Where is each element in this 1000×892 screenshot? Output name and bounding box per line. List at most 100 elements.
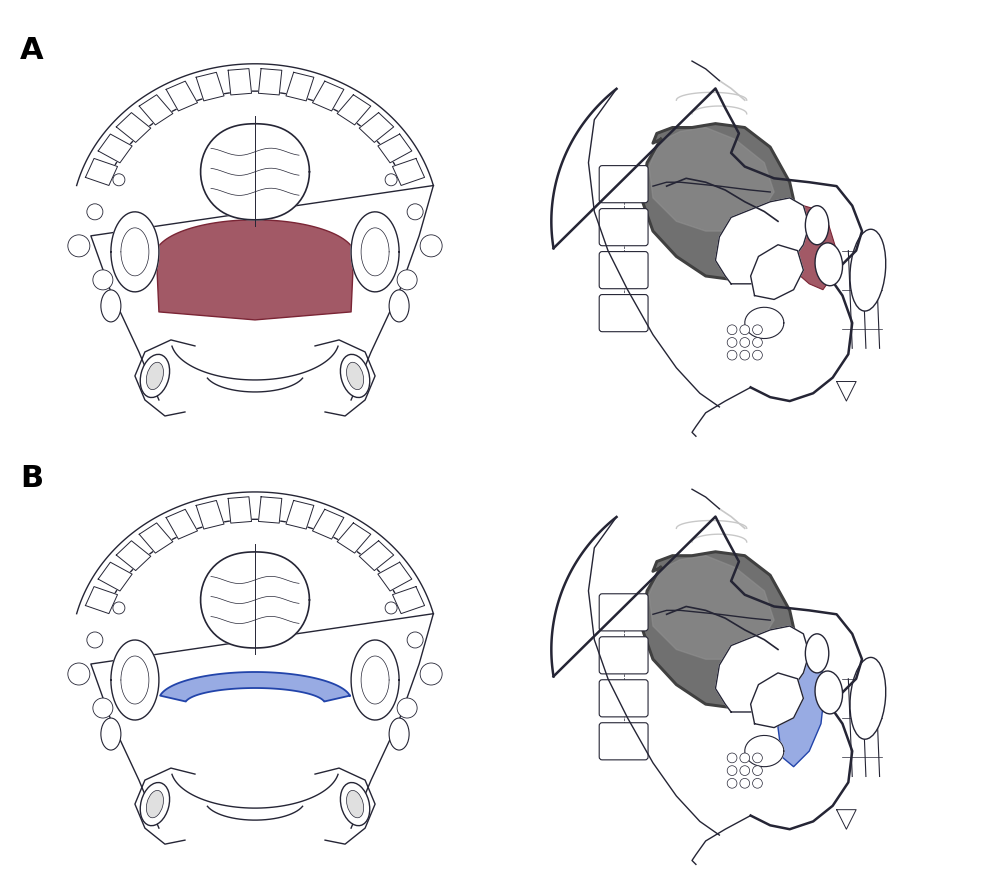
Circle shape (113, 602, 125, 614)
Circle shape (727, 765, 737, 775)
Polygon shape (715, 198, 809, 284)
Polygon shape (286, 500, 314, 529)
Ellipse shape (850, 657, 886, 739)
Polygon shape (359, 541, 394, 571)
Polygon shape (337, 95, 371, 125)
Polygon shape (378, 562, 412, 591)
Polygon shape (337, 523, 371, 553)
Circle shape (753, 337, 762, 347)
Circle shape (753, 765, 762, 775)
Polygon shape (85, 587, 118, 614)
Ellipse shape (340, 782, 370, 826)
Ellipse shape (805, 634, 829, 673)
Polygon shape (778, 653, 825, 767)
Polygon shape (715, 626, 809, 712)
Polygon shape (641, 552, 798, 708)
Ellipse shape (815, 243, 843, 285)
Circle shape (407, 203, 423, 219)
Polygon shape (139, 523, 173, 553)
Circle shape (753, 325, 762, 334)
Circle shape (753, 753, 762, 763)
Ellipse shape (146, 790, 163, 818)
Polygon shape (166, 81, 198, 111)
Circle shape (740, 779, 750, 789)
Ellipse shape (815, 671, 843, 714)
Circle shape (727, 337, 737, 347)
Polygon shape (837, 382, 856, 401)
Circle shape (93, 270, 113, 290)
Circle shape (727, 753, 737, 763)
Circle shape (87, 632, 103, 648)
Circle shape (420, 663, 442, 685)
FancyBboxPatch shape (599, 680, 648, 717)
Circle shape (727, 779, 737, 789)
Polygon shape (778, 206, 837, 290)
FancyBboxPatch shape (599, 594, 648, 631)
Polygon shape (258, 497, 282, 523)
Ellipse shape (389, 290, 409, 322)
Polygon shape (351, 211, 399, 292)
Circle shape (93, 698, 113, 718)
Ellipse shape (347, 790, 364, 818)
FancyBboxPatch shape (599, 637, 648, 673)
Circle shape (740, 337, 750, 347)
Polygon shape (258, 69, 282, 95)
Polygon shape (228, 69, 252, 95)
Polygon shape (116, 541, 151, 571)
FancyBboxPatch shape (599, 209, 648, 245)
Polygon shape (745, 307, 784, 339)
Polygon shape (166, 509, 198, 539)
Polygon shape (392, 587, 425, 614)
Ellipse shape (146, 362, 163, 390)
Polygon shape (641, 124, 798, 280)
Ellipse shape (340, 354, 370, 398)
Polygon shape (312, 81, 344, 111)
Polygon shape (111, 640, 159, 720)
Circle shape (740, 753, 750, 763)
Polygon shape (392, 159, 425, 186)
Polygon shape (228, 497, 252, 523)
Ellipse shape (101, 290, 121, 322)
Polygon shape (378, 134, 412, 163)
Polygon shape (359, 112, 394, 143)
Circle shape (740, 325, 750, 334)
Circle shape (397, 698, 417, 718)
FancyBboxPatch shape (599, 294, 648, 332)
Ellipse shape (850, 229, 886, 311)
Polygon shape (649, 556, 774, 659)
Circle shape (68, 663, 90, 685)
FancyBboxPatch shape (599, 723, 648, 760)
Polygon shape (649, 128, 774, 231)
Circle shape (753, 779, 762, 789)
Ellipse shape (140, 354, 170, 398)
Circle shape (397, 270, 417, 290)
Polygon shape (196, 72, 224, 101)
Ellipse shape (347, 362, 364, 390)
Polygon shape (98, 134, 132, 163)
Polygon shape (751, 244, 803, 300)
Circle shape (407, 632, 423, 648)
Polygon shape (751, 673, 803, 728)
Polygon shape (312, 509, 344, 539)
Circle shape (727, 351, 737, 360)
Polygon shape (201, 124, 309, 219)
Polygon shape (351, 640, 399, 720)
Ellipse shape (140, 782, 170, 826)
Polygon shape (85, 159, 118, 186)
Polygon shape (156, 219, 354, 320)
Circle shape (727, 325, 737, 334)
Polygon shape (201, 552, 309, 648)
Circle shape (68, 235, 90, 257)
Ellipse shape (389, 718, 409, 750)
Polygon shape (196, 500, 224, 529)
Text: B: B (20, 464, 43, 493)
Ellipse shape (101, 718, 121, 750)
Polygon shape (837, 810, 856, 830)
FancyBboxPatch shape (599, 166, 648, 202)
Ellipse shape (805, 206, 829, 244)
Polygon shape (111, 211, 159, 292)
Polygon shape (116, 112, 151, 143)
Polygon shape (98, 562, 132, 591)
Circle shape (753, 351, 762, 360)
Polygon shape (286, 72, 314, 101)
